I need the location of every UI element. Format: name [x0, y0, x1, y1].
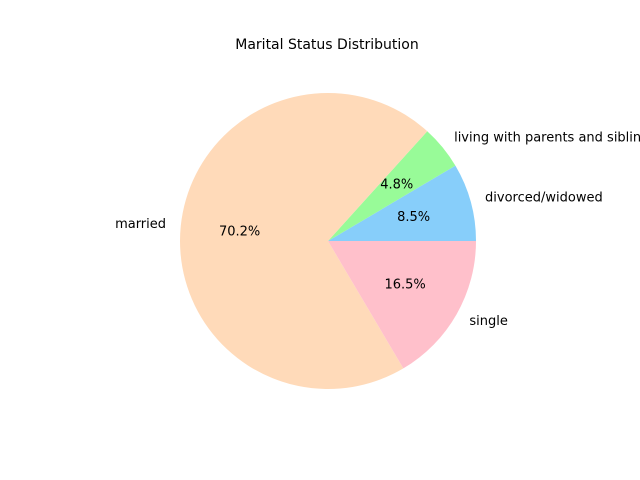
slice-percent-living-with-parents-and-siblings: 4.8% — [380, 177, 413, 192]
pie-slice-single — [328, 241, 476, 369]
slice-percent-married: 70.2% — [219, 225, 260, 240]
pie-slice-divorced-widowed — [328, 165, 476, 241]
pie-labels: divorced/widowed 8.5% living with parents … — [115, 131, 640, 330]
slice-percent-divorced-widowed: 8.5% — [397, 210, 430, 225]
slice-label-divorced-widowed: divorced/widowed — [485, 191, 603, 206]
pie-slice-living-with-parents-and-siblings — [328, 131, 456, 241]
chart-title: Marital Status Distribution — [235, 37, 418, 53]
slice-label-living-with-parents-and-siblings: living with parents and siblings — [454, 131, 640, 146]
pie-slices — [180, 93, 476, 390]
slice-label-married: married — [115, 217, 166, 232]
pie-slice-married — [180, 93, 428, 390]
slice-label-single: single — [469, 314, 508, 329]
slice-percent-single: 16.5% — [384, 278, 425, 293]
